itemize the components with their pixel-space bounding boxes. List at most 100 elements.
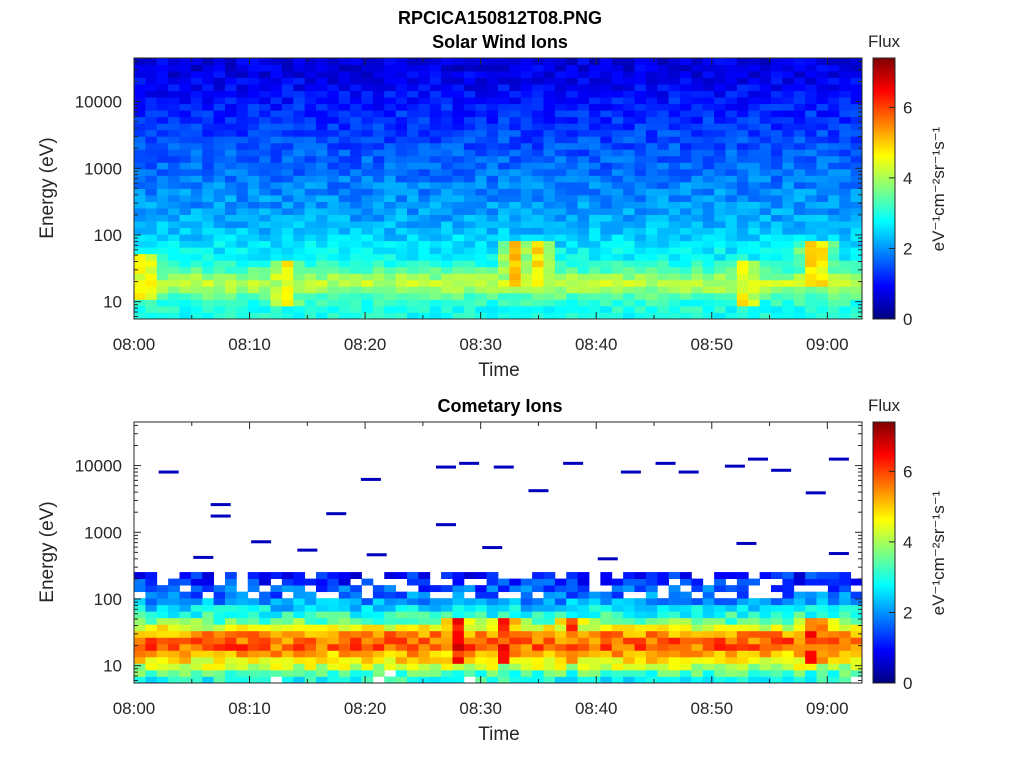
heatmap-cell xyxy=(577,103,590,111)
heatmap-cell xyxy=(498,240,510,248)
heatmap-cell xyxy=(623,103,635,111)
heatmap-cell xyxy=(702,305,715,313)
heatmap-cell xyxy=(600,604,613,612)
heatmap-cell xyxy=(236,58,249,65)
heatmap-cell xyxy=(429,110,442,118)
heatmap-cell xyxy=(509,214,522,222)
heatmap-cell xyxy=(259,299,271,307)
x-axis-label: Time xyxy=(478,724,520,745)
heatmap-cell xyxy=(782,149,795,157)
heatmap-cell xyxy=(429,155,442,163)
heatmap-cell xyxy=(816,266,829,274)
heatmap-cell xyxy=(532,227,544,235)
heatmap-cell xyxy=(190,676,203,684)
heatmap-cell xyxy=(736,116,749,124)
heatmap-cell xyxy=(463,604,476,612)
heatmap-cell xyxy=(771,168,783,176)
heatmap-cell xyxy=(771,273,783,281)
heatmap-cell xyxy=(361,97,374,105)
heatmap-cell xyxy=(190,240,203,248)
heatmap-cell xyxy=(441,214,453,222)
heatmap-cell xyxy=(532,221,544,229)
heatmap-cell xyxy=(213,208,226,215)
heatmap-cell xyxy=(736,611,749,619)
heatmap-cell xyxy=(657,214,670,222)
heatmap-cell xyxy=(350,195,362,202)
heatmap-cell xyxy=(543,585,556,593)
heatmap-cell xyxy=(589,260,601,268)
heatmap-cell xyxy=(566,650,579,658)
heatmap-cell xyxy=(304,598,317,606)
heatmap-cell xyxy=(702,227,715,235)
heatmap-cell xyxy=(236,292,249,300)
heatmap-cell xyxy=(589,663,601,671)
heatmap-cell xyxy=(475,624,488,632)
heatmap-cell xyxy=(782,676,795,684)
axis-ticks: 08:00 08:10 08:20 08:30 08:40 08:50 09:0010100… xyxy=(75,58,862,354)
heatmap-cell xyxy=(543,129,556,137)
colorbar-tick-label: 2 xyxy=(903,603,912,622)
heatmap-cell xyxy=(771,227,783,235)
heatmap-cell xyxy=(532,188,544,196)
heatmap-cell xyxy=(429,650,442,658)
heatmap-cell xyxy=(657,637,670,645)
heatmap-cell xyxy=(316,598,328,606)
heatmap-cell xyxy=(714,142,726,150)
heatmap-cell xyxy=(327,71,340,78)
heatmap-cell xyxy=(827,221,840,229)
heatmap-cell xyxy=(281,175,294,183)
heatmap-cell xyxy=(270,97,283,105)
heatmap-cell xyxy=(668,299,681,307)
heatmap-cell xyxy=(668,77,681,85)
heatmap-cell xyxy=(543,286,556,294)
heatmap-cell xyxy=(270,149,283,157)
heatmap-cell xyxy=(657,669,670,677)
heatmap-cell xyxy=(725,273,738,281)
heatmap-cell xyxy=(589,266,601,274)
heatmap-cell xyxy=(623,195,635,202)
heatmap-cell xyxy=(554,234,567,242)
heatmap-cell xyxy=(634,227,647,235)
heatmap-cell xyxy=(463,643,476,651)
heatmap-cell xyxy=(293,279,306,287)
heatmap-cell xyxy=(725,637,738,645)
heatmap-cell xyxy=(259,136,271,144)
heatmap-cell xyxy=(486,227,499,235)
heatmap-cell xyxy=(418,292,431,300)
heatmap-cell xyxy=(680,663,692,671)
heatmap-cell xyxy=(827,305,840,313)
heatmap-cell xyxy=(816,253,829,261)
heatmap-cell xyxy=(463,201,476,209)
heatmap-cell xyxy=(429,71,442,78)
heatmap-cell xyxy=(350,84,362,92)
heatmap-cell xyxy=(566,637,579,645)
heatmap-cell xyxy=(702,585,715,593)
heatmap-cell xyxy=(759,149,772,157)
heatmap-cell xyxy=(725,669,738,677)
heatmap-cell xyxy=(850,312,863,320)
heatmap-cell xyxy=(304,247,317,255)
heatmap-cell xyxy=(839,299,852,307)
heatmap-cell xyxy=(600,617,613,625)
heatmap-cell xyxy=(372,643,385,651)
heatmap-cell xyxy=(361,630,374,638)
heatmap-cell xyxy=(486,260,499,268)
heatmap-cell xyxy=(316,97,328,105)
heatmap-cell xyxy=(247,155,260,163)
heatmap-cell xyxy=(202,201,215,209)
heatmap-cell xyxy=(816,604,829,612)
heatmap-cell xyxy=(782,279,795,287)
heatmap-cell xyxy=(657,299,670,307)
heatmap-cell xyxy=(577,234,590,242)
heatmap-cell xyxy=(532,643,544,651)
heatmap-cell xyxy=(304,292,317,300)
heatmap-cell xyxy=(748,64,761,72)
heatmap-cell xyxy=(441,637,453,645)
heatmap-cell xyxy=(236,650,249,658)
heatmap-cell xyxy=(247,598,260,606)
heatmap-cell xyxy=(566,90,579,98)
heatmap-cell xyxy=(168,116,180,124)
heatmap-cell xyxy=(805,299,817,307)
heatmap-cell xyxy=(293,208,306,215)
heatmap-cell xyxy=(589,630,601,638)
